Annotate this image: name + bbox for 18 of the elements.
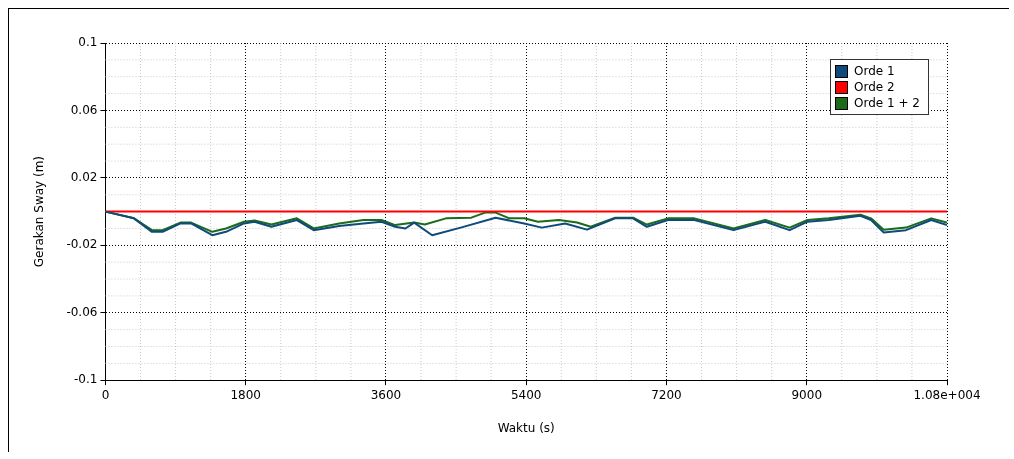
x-tick-label: 3600 [370, 387, 402, 402]
legend-label: Orde 1 + 2 [854, 95, 920, 111]
y-tick-label: -0.06 [66, 304, 98, 319]
y-tick-label: 0.1 [78, 35, 98, 50]
legend-label: Orde 2 [854, 79, 895, 95]
y-tick-label: -0.02 [66, 237, 98, 252]
x-tick-label: 1.08e+004 [913, 387, 981, 402]
x-tick-label: 1800 [230, 387, 261, 402]
x-axis-title: Waktu (s) [497, 420, 555, 435]
y-tick-label: 0.02 [70, 170, 98, 185]
y-tick-label: -0.1 [74, 372, 98, 387]
x-tick-label: 0 [101, 387, 110, 402]
y-axis-title: Gerakan Sway (m) [32, 155, 47, 268]
y-tick-label: 0.06 [70, 102, 98, 117]
x-tick-label: 7200 [651, 387, 682, 402]
x-tick-label: 5400 [510, 387, 542, 402]
x-tick-label: 9000 [791, 387, 823, 402]
legend-label: Orde 1 [854, 63, 895, 79]
